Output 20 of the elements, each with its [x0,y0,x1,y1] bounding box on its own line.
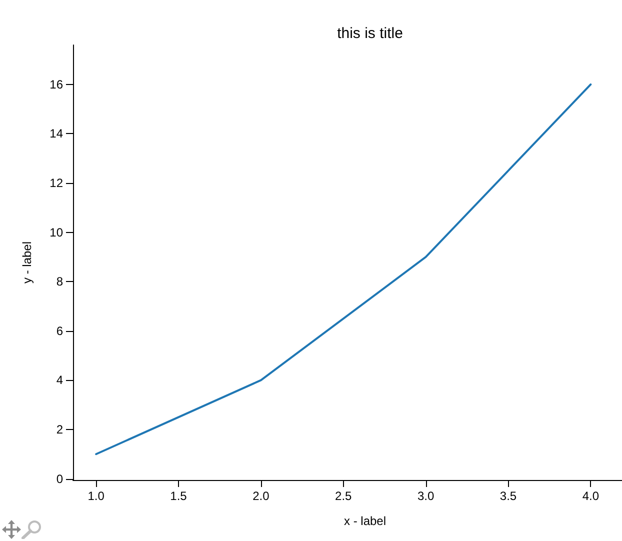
y-tick-label: 14 [50,126,64,141]
y-tick-label: 6 [56,324,64,338]
y-tick-label: 2 [56,422,64,436]
x-tick-label: 3.5 [500,489,517,503]
x-tick-label: 4.0 [582,489,600,503]
y-tick-label: 0 [56,472,64,486]
y-axis-title: y - label [20,241,34,284]
y-tick-label: 16 [50,77,64,92]
x-tick-label: 1.5 [170,489,188,503]
chart-title: this is title [337,25,403,42]
line-series [95,83,592,456]
x-tick-label: 2.5 [335,489,352,503]
y-tick-label: 8 [56,274,64,289]
x-tick-label: 3.0 [417,489,434,503]
x-tick-label: 2.0 [252,489,270,503]
x-axis-title: x - label [344,514,386,528]
y-tick-label: 12 [50,176,64,190]
y-tick-label: 10 [50,225,64,240]
y-tick-label: 4 [56,373,64,388]
x-tick-label: 1.0 [88,489,105,503]
